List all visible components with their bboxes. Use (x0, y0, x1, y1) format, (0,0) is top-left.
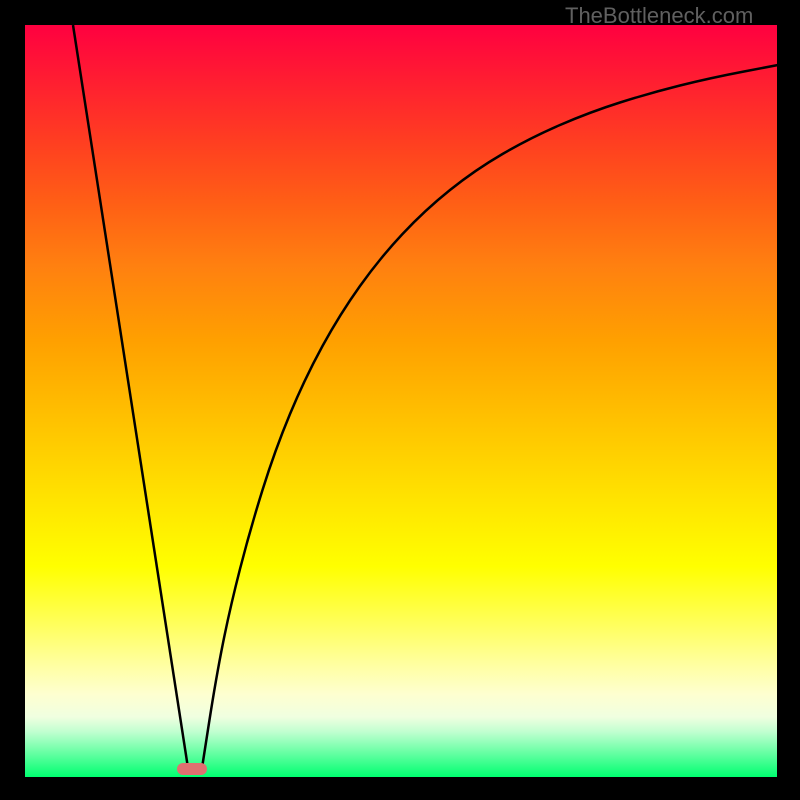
gradient-plot-area (25, 25, 777, 777)
bottleneck-marker (177, 763, 207, 775)
watermark-text: TheBottleneck.com (565, 3, 753, 29)
chart-container: { "chart": { "type": "line", "canvas": {… (0, 0, 800, 800)
